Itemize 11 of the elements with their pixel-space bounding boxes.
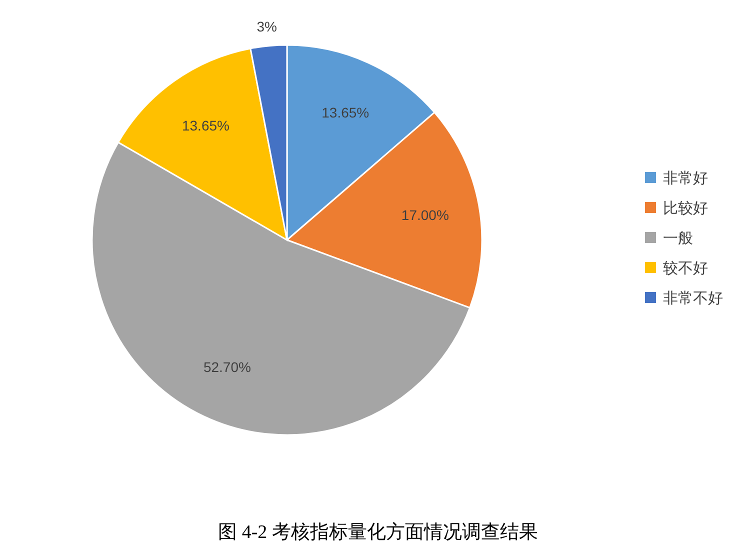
data-label: 3% (256, 18, 277, 34)
legend-label: 比较好 (663, 200, 708, 217)
data-label: 13.65% (322, 104, 370, 120)
legend-label: 非常不好 (663, 290, 723, 307)
legend-label: 较不好 (663, 260, 708, 277)
legend-label: 一般 (663, 230, 693, 247)
data-label: 13.65% (182, 118, 230, 134)
data-label: 17.00% (401, 206, 449, 223)
text: 图 4-2 考核指标量化方面情况调查结果 (218, 521, 538, 543)
data-label: 52.70% (203, 359, 251, 376)
legend-label: 非常好 (663, 170, 708, 187)
